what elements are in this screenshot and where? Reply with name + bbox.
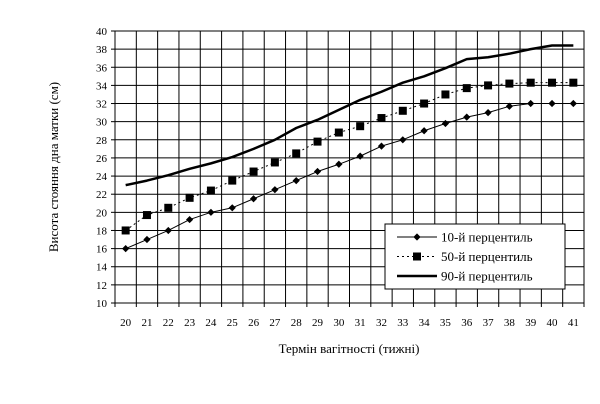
data-series: [121, 44, 578, 253]
data-point: [399, 136, 407, 144]
y-tick-label: 26: [96, 153, 108, 165]
x-tick-label: 40: [547, 317, 559, 329]
data-point: [164, 226, 172, 235]
data-point: [271, 186, 279, 194]
tick-labels: 10 12 14 16 18 20 22 24 26 28 30 32 34 36 38 40 20 21 22 23…: [96, 26, 585, 329]
y-tick-label: 38: [96, 44, 108, 56]
data-point: [505, 79, 514, 88]
series-line: [125, 44, 574, 187]
y-tick-label: 16: [96, 244, 108, 256]
x-tick-label: 28: [291, 317, 303, 329]
x-tick-label: 41: [568, 317, 579, 329]
x-tick-label: 29: [312, 317, 324, 329]
data-point: [356, 152, 364, 160]
y-tick-label: 32: [96, 99, 107, 111]
data-point: [186, 215, 194, 224]
x-tick-label: 26: [248, 317, 260, 329]
x-tick-label: 20: [120, 317, 132, 329]
data-point: [377, 114, 386, 123]
data-point: [356, 122, 365, 131]
data-point: [249, 195, 258, 203]
series-1: [122, 99, 577, 253]
legend-label: 90-й перцентиль: [441, 269, 533, 284]
x-axis-title: Термін вагітності (тижні): [279, 341, 420, 356]
x-tick-label: 34: [419, 317, 431, 329]
data-point: [122, 245, 130, 253]
legend-marker: [413, 233, 421, 241]
y-tick-label: 40: [96, 26, 108, 38]
y-tick-label: 36: [96, 62, 108, 74]
data-point: [185, 193, 194, 202]
data-point: [420, 99, 429, 108]
y-tick-label: 24: [96, 171, 108, 183]
x-tick-label: 25: [227, 317, 239, 329]
data-point: [441, 119, 450, 128]
data-point: [228, 204, 236, 212]
legend-marker: [413, 252, 421, 261]
y-axis-title: Висота стояння дна матки (см): [46, 82, 61, 252]
x-tick-label: 27: [269, 317, 281, 329]
x-tick-label: 31: [355, 317, 366, 329]
data-point: [463, 113, 471, 121]
data-point: [462, 84, 471, 93]
data-point: [249, 167, 258, 176]
data-point: [569, 78, 578, 87]
data-point: [377, 142, 386, 150]
x-tick-label: 35: [440, 317, 452, 329]
x-tick-label: 39: [525, 317, 537, 329]
data-point: [334, 128, 343, 137]
y-tick-label: 34: [96, 80, 108, 92]
x-tick-label: 37: [483, 317, 495, 329]
data-point: [313, 167, 322, 176]
x-tick-label: 24: [205, 317, 217, 329]
x-tick-label: 33: [397, 317, 409, 329]
x-tick-label: 23: [184, 317, 196, 329]
data-point: [121, 226, 130, 235]
series-line: [125, 82, 574, 231]
data-point: [569, 99, 577, 108]
data-point: [527, 99, 535, 108]
y-tick-label: 10: [96, 298, 108, 310]
legend-label: 10-й перцентиль: [441, 230, 533, 245]
data-point: [526, 78, 535, 87]
series-2: [121, 78, 578, 235]
data-point: [142, 211, 151, 220]
y-tick-label: 22: [96, 189, 107, 201]
data-point: [292, 177, 300, 185]
data-point: [228, 176, 237, 185]
y-tick-label: 20: [96, 207, 108, 219]
x-tick-label: 32: [376, 317, 387, 329]
x-tick-label: 22: [163, 317, 174, 329]
series-line: [125, 103, 574, 250]
y-tick-label: 28: [96, 135, 108, 147]
y-tick-label: 12: [96, 280, 107, 292]
data-point: [505, 102, 513, 110]
x-tick-label: 21: [141, 317, 152, 329]
data-point: [420, 127, 428, 135]
series-3: [125, 44, 574, 187]
data-point: [143, 235, 151, 244]
legend-label: 50-й перцентиль: [441, 249, 533, 264]
data-point: [313, 137, 322, 146]
y-tick-label: 30: [96, 117, 108, 129]
y-tick-label: 18: [96, 225, 108, 237]
data-point: [206, 186, 215, 195]
data-point: [164, 203, 173, 212]
legend: 10-й перцентиль 50-й перцентиль 90-й перце…: [384, 223, 566, 290]
data-point: [484, 81, 493, 90]
data-point: [398, 106, 407, 115]
x-tick-label: 30: [333, 317, 345, 329]
data-point: [441, 90, 450, 99]
data-point: [207, 208, 215, 216]
data-point: [335, 160, 343, 168]
x-tick-label: 38: [504, 317, 516, 329]
data-point: [292, 149, 301, 158]
data-point: [548, 99, 556, 108]
data-point: [270, 158, 279, 167]
x-tick-label: 36: [461, 317, 473, 329]
y-tick-label: 14: [96, 262, 108, 274]
data-point: [484, 109, 492, 117]
data-point: [548, 78, 557, 87]
